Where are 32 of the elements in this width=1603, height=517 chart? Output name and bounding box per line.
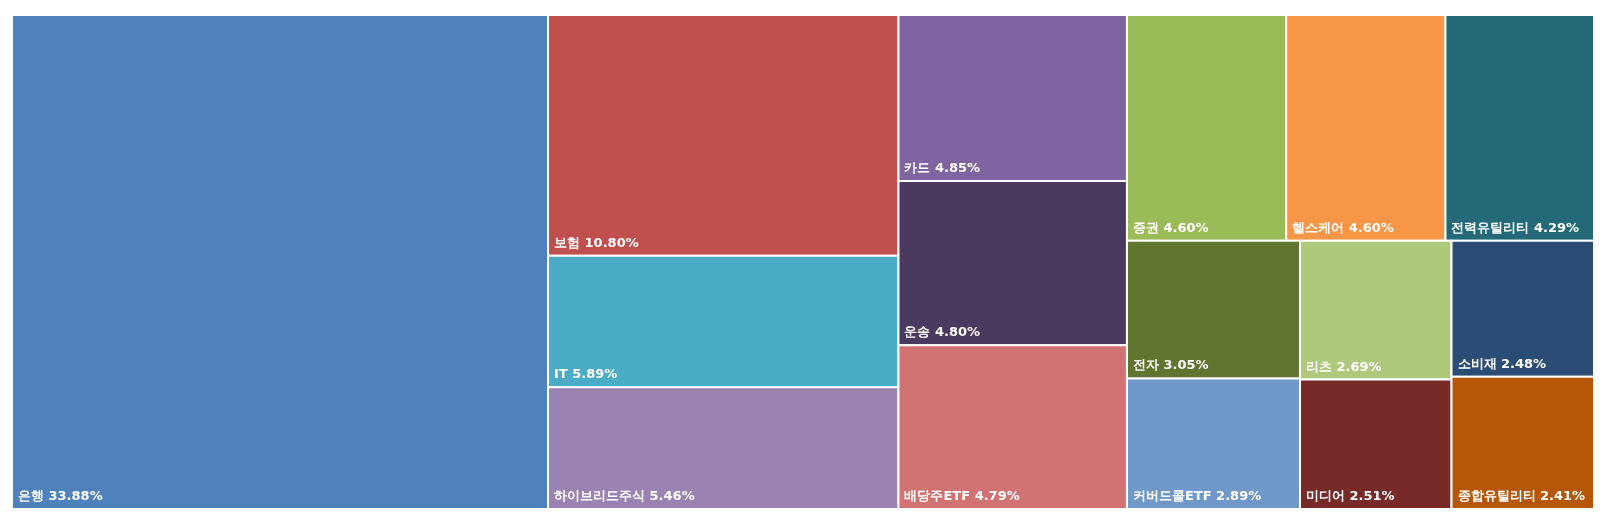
data-label: 4.79% — [974, 488, 1020, 503]
category-label: 카드 — [904, 159, 931, 175]
data-label: 2.69% — [1336, 358, 1382, 374]
data-label: 2.51% — [1349, 488, 1395, 503]
category-label: 전력유틸리티 — [1451, 219, 1530, 235]
category-label: 리츠 — [1306, 358, 1333, 374]
category-label: 종합유틸리티 — [1457, 488, 1536, 503]
category-label: IT — [554, 366, 568, 382]
data-label: 4.60% — [1348, 219, 1394, 235]
category-label: 운송 — [904, 324, 931, 340]
data-label: 4.85% — [935, 159, 981, 175]
category-label: 보험 — [554, 234, 581, 250]
data-label: 5.89% — [572, 366, 618, 382]
category-label: 소비재 — [1457, 355, 1497, 371]
data-label: 33.88% — [48, 488, 103, 503]
category-label: 커버드콜ETF — [1132, 488, 1212, 503]
category-label: 증권 — [1132, 219, 1159, 235]
data-label: 3.05% — [1163, 357, 1209, 373]
data-label: 4.60% — [1163, 219, 1209, 235]
category-label: 헬스케어 — [1292, 219, 1345, 235]
data-label: 2.48% — [1501, 355, 1547, 371]
category-label: 하이브리드주식 — [554, 488, 646, 503]
data-label: 10.80% — [584, 234, 639, 250]
category-label: 배당주ETF — [904, 488, 971, 503]
data-label: 2.41% — [1540, 488, 1586, 503]
data-label: 4.29% — [1534, 219, 1580, 235]
data-label: 4.80% — [935, 324, 981, 340]
data-label: 2.89% — [1216, 488, 1262, 503]
category-label: 전자 — [1132, 357, 1159, 373]
category-label: 미디어 — [1306, 488, 1346, 503]
category-label: 은행 — [18, 488, 44, 503]
data-label: 5.46% — [649, 488, 695, 503]
